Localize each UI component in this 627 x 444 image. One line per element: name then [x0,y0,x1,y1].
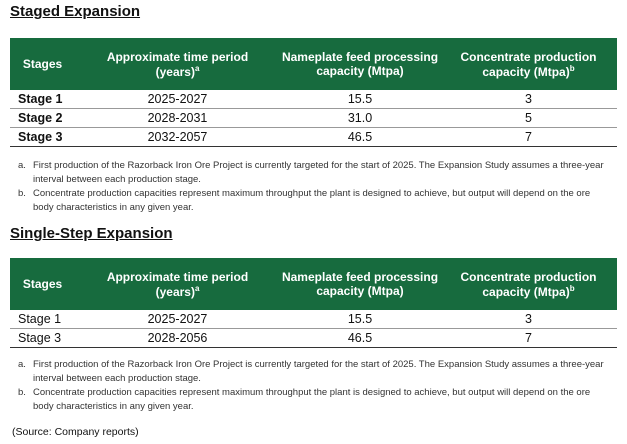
header-superscript: a [194,283,200,293]
note-text: First production of the Razorback Iron O… [33,160,604,185]
table-cell: 2028-2056 [75,328,280,348]
table-cell: 3 [440,310,617,329]
header-text: Stages [22,57,63,71]
header-cell: Stages [10,258,75,310]
table-cell: Stage 2 [10,108,75,128]
note-marker: a. [18,160,26,171]
header-wrap: Approximate time period (years)a [103,50,253,79]
header-text: Concentrate production capacity (Mtpa) [460,269,597,299]
header-row: Stages Approximate time period (years)a Na… [10,38,617,90]
note: b. Concentrate production capacities repr… [18,187,608,215]
header-cell: Approximate time period (years)a [75,38,280,90]
note: b. Concentrate production capacities repr… [18,386,608,414]
header-cell: Concentrate production capacity (Mtpa)b [440,258,617,310]
header-text: Stages [22,277,63,291]
header-text: Nameplate feed processing capacity (Mtpa… [281,270,439,298]
table-row: Stage 3 2028-2056 46.5 7 [10,328,617,348]
note: a. First production of the Razorback Iron… [18,358,608,386]
table-cell: 15.5 [280,310,440,329]
table-cell: 2025-2027 [75,310,280,329]
table-cell: 2025-2027 [75,90,280,109]
data-table: Stages Approximate time period (years)a Na… [10,38,617,147]
table-cell: Stage 1 [10,310,75,329]
table-cell: Stage 1 [10,90,75,109]
header-text: Approximate time period (years) [106,49,249,79]
header-row: Stages Approximate time period (years)a Na… [10,258,617,310]
data-table: Stages Approximate time period (years)a Na… [10,258,617,348]
table-row: Stage 1 2025-2027 15.5 3 [10,90,617,109]
source: (Source: Company reports) [12,426,139,438]
header-wrap: Concentrate production capacity (Mtpa)b [444,50,614,79]
table-cell: 31.0 [280,108,440,128]
header-wrap: Stages [23,277,62,291]
header-superscript: b [569,283,575,293]
header-cell: Approximate time period (years)a [75,258,280,310]
header-cell: Nameplate feed processing capacity (Mtpa… [280,38,440,90]
header-wrap: Concentrate production capacity (Mtpa)b [444,270,614,299]
table-cell: 2028-2031 [75,108,280,128]
table-cell: 15.5 [280,90,440,109]
table-cell: 3 [440,90,617,109]
table-cell: 46.5 [280,328,440,348]
header-text: Nameplate feed processing capacity (Mtpa… [281,50,439,78]
notes: a. First production of the Razorback Iron… [18,358,608,414]
header-cell: Stages [10,38,75,90]
header-wrap: Nameplate feed processing capacity (Mtpa… [280,270,440,298]
header-cell: Concentrate production capacity (Mtpa)b [440,38,617,90]
note-marker: b. [18,188,26,199]
table-row: Stage 2 2028-2031 31.0 5 [10,108,617,128]
table-cell: 46.5 [280,127,440,147]
table-cell: 5 [440,108,617,128]
section-title: Staged Expansion [10,3,141,20]
header-cell: Nameplate feed processing capacity (Mtpa… [280,258,440,310]
header-wrap: Stages [23,57,62,71]
section-title: Single-Step Expansion [10,225,173,242]
note-text: Concentrate production capacities repres… [33,188,591,213]
header-superscript: a [194,63,200,73]
note-marker: b. [18,387,26,398]
note: a. First production of the Razorback Iron… [18,159,608,187]
header-wrap: Nameplate feed processing capacity (Mtpa… [280,50,440,78]
note-text: Concentrate production capacities repres… [33,387,591,412]
note-text: First production of the Razorback Iron O… [33,359,604,384]
table-row: Stage 1 2025-2027 15.5 3 [10,310,617,329]
table-cell: Stage 3 [10,328,75,348]
table-cell: 2032-2057 [75,127,280,147]
notes: a. First production of the Razorback Iron… [18,159,608,215]
header-text: Concentrate production capacity (Mtpa) [460,49,597,79]
header-text: Approximate time period (years) [106,269,249,299]
table-cell: 7 [440,127,617,147]
header-wrap: Approximate time period (years)a [103,270,253,299]
table-cell: Stage 3 [10,127,75,147]
note-marker: a. [18,359,26,370]
table-row: Stage 3 2032-2057 46.5 7 [10,127,617,147]
table-cell: 7 [440,328,617,348]
header-superscript: b [569,63,575,73]
